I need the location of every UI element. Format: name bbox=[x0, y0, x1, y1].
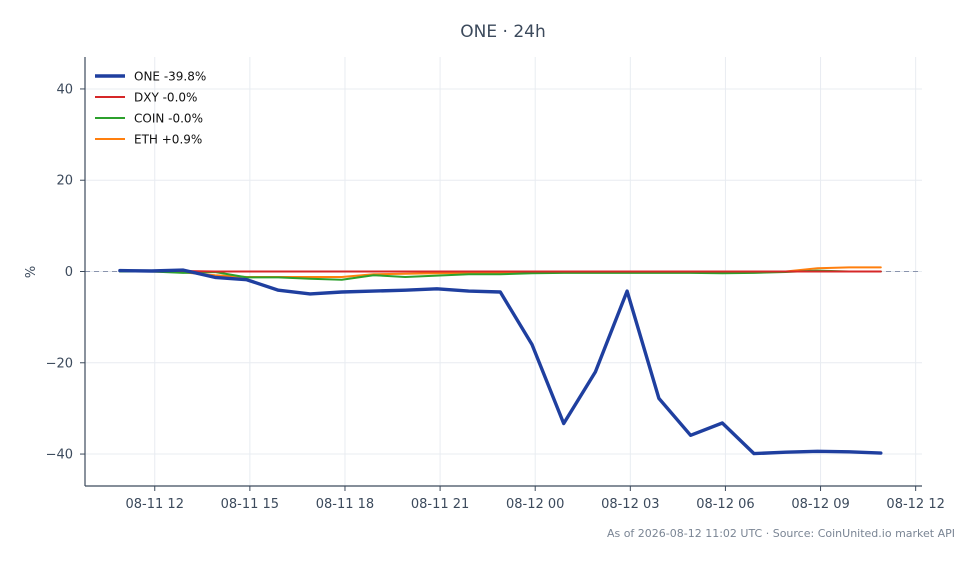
legend-label: COIN -0.0% bbox=[134, 112, 203, 126]
footnote: As of 2026-08-12 11:02 UTC · Source: Coi… bbox=[607, 527, 955, 540]
series-line-1 bbox=[118, 269, 882, 273]
y-axis-label: % bbox=[24, 266, 39, 278]
x-tick-label: 08-11 18 bbox=[316, 497, 374, 512]
x-axis-ticks: 08-11 12 08-11 15 08-11 18 08-11 21 08-12 00… bbox=[126, 486, 945, 512]
y-tick-label: 40 bbox=[56, 82, 73, 97]
series-line-0 bbox=[118, 268, 883, 456]
x-tick-label: 08-12 06 bbox=[696, 497, 754, 512]
legend[interactable]: ONE -39.8% DXY -0.0% COIN -0.0% ETH +0.9% bbox=[95, 70, 206, 147]
x-tick-label: 08-12 03 bbox=[601, 497, 659, 512]
legend-label: ONE -39.8% bbox=[134, 70, 206, 84]
x-tick-label: 08-11 15 bbox=[221, 497, 279, 512]
series-line-2 bbox=[118, 269, 882, 281]
y-tick-label: 0 bbox=[65, 265, 73, 280]
legend-label: DXY -0.0% bbox=[134, 91, 197, 105]
legend-label: ETH +0.9% bbox=[134, 133, 202, 147]
x-tick-label: 08-12 12 bbox=[886, 497, 944, 512]
x-tick-label: 08-11 21 bbox=[411, 497, 469, 512]
chart-title: ONE · 24h bbox=[460, 22, 545, 42]
y-tick-label: −20 bbox=[46, 356, 73, 371]
series-lines bbox=[118, 266, 883, 456]
y-axis-ticks: 40 20 0 −20 −40 bbox=[46, 82, 85, 463]
x-tick-label: 08-11 12 bbox=[126, 497, 184, 512]
y-tick-label: −40 bbox=[46, 448, 73, 463]
y-tick-label: 20 bbox=[56, 174, 73, 189]
x-tick-label: 08-12 00 bbox=[506, 497, 564, 512]
x-tick-label: 08-12 09 bbox=[791, 497, 849, 512]
